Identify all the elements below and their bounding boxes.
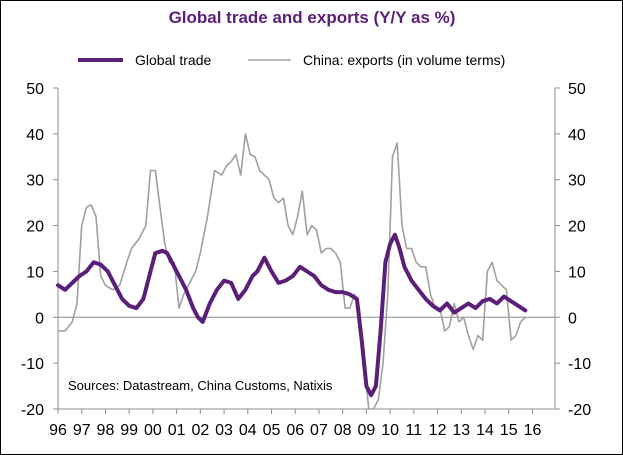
y-tick-label-right: -10 xyxy=(568,356,591,373)
x-tick-label: 16 xyxy=(524,422,542,439)
x-tick-label: 97 xyxy=(73,422,91,439)
y-tick-label-left: 40 xyxy=(26,127,44,144)
y-tick-label-right: 20 xyxy=(568,219,586,236)
y-tick-label-left: -10 xyxy=(21,356,44,373)
x-tick-label: 06 xyxy=(286,422,304,439)
y-tick-label-left: 20 xyxy=(26,219,44,236)
x-tick-label: 01 xyxy=(168,422,186,439)
x-tick-label: 03 xyxy=(215,422,233,439)
x-tick-label: 05 xyxy=(263,422,281,439)
x-tick-label: 12 xyxy=(429,422,447,439)
source-note: Sources: Datastream, China Customs, Nati… xyxy=(68,378,333,393)
legend-label-global-trade: Global trade xyxy=(135,52,211,68)
x-tick-label: 96 xyxy=(49,422,67,439)
y-tick-label-left: 50 xyxy=(26,81,44,98)
x-tick-label: 09 xyxy=(358,422,376,439)
y-tick-label-right: 40 xyxy=(568,127,586,144)
y-tick-label-right: -20 xyxy=(568,402,591,419)
chart-title: Global trade and exports (Y/Y as %) xyxy=(169,8,456,27)
y-tick-label-right: 50 xyxy=(568,81,586,98)
x-tick-label: 00 xyxy=(144,422,162,439)
y-tick-label-right: 0 xyxy=(568,310,577,327)
x-tick-label: 04 xyxy=(239,422,257,439)
legend-label-china-exports: China: exports (in volume terms) xyxy=(303,52,505,68)
x-tick-label: 13 xyxy=(452,422,470,439)
x-tick-label: 02 xyxy=(191,422,209,439)
y-tick-label-right: 10 xyxy=(568,264,586,281)
x-tick-label: 14 xyxy=(476,422,494,439)
x-tick-label: 99 xyxy=(120,422,138,439)
x-tick-label: 10 xyxy=(381,422,399,439)
series-line-global-trade xyxy=(56,232,528,398)
y-tick-label-left: 30 xyxy=(26,173,44,190)
x-tick-label: 07 xyxy=(310,422,328,439)
y-tick-label-left: -20 xyxy=(21,402,44,419)
y-tick-label-right: 30 xyxy=(568,173,586,190)
x-tick-label: 15 xyxy=(500,422,518,439)
x-tick-label: 08 xyxy=(334,422,352,439)
x-tick-label: 11 xyxy=(406,422,423,439)
y-tick-label-left: 10 xyxy=(26,264,44,281)
x-tick-label: 98 xyxy=(97,422,115,439)
series-line-china-exports xyxy=(58,133,526,410)
y-tick-label-left: 0 xyxy=(35,310,44,327)
